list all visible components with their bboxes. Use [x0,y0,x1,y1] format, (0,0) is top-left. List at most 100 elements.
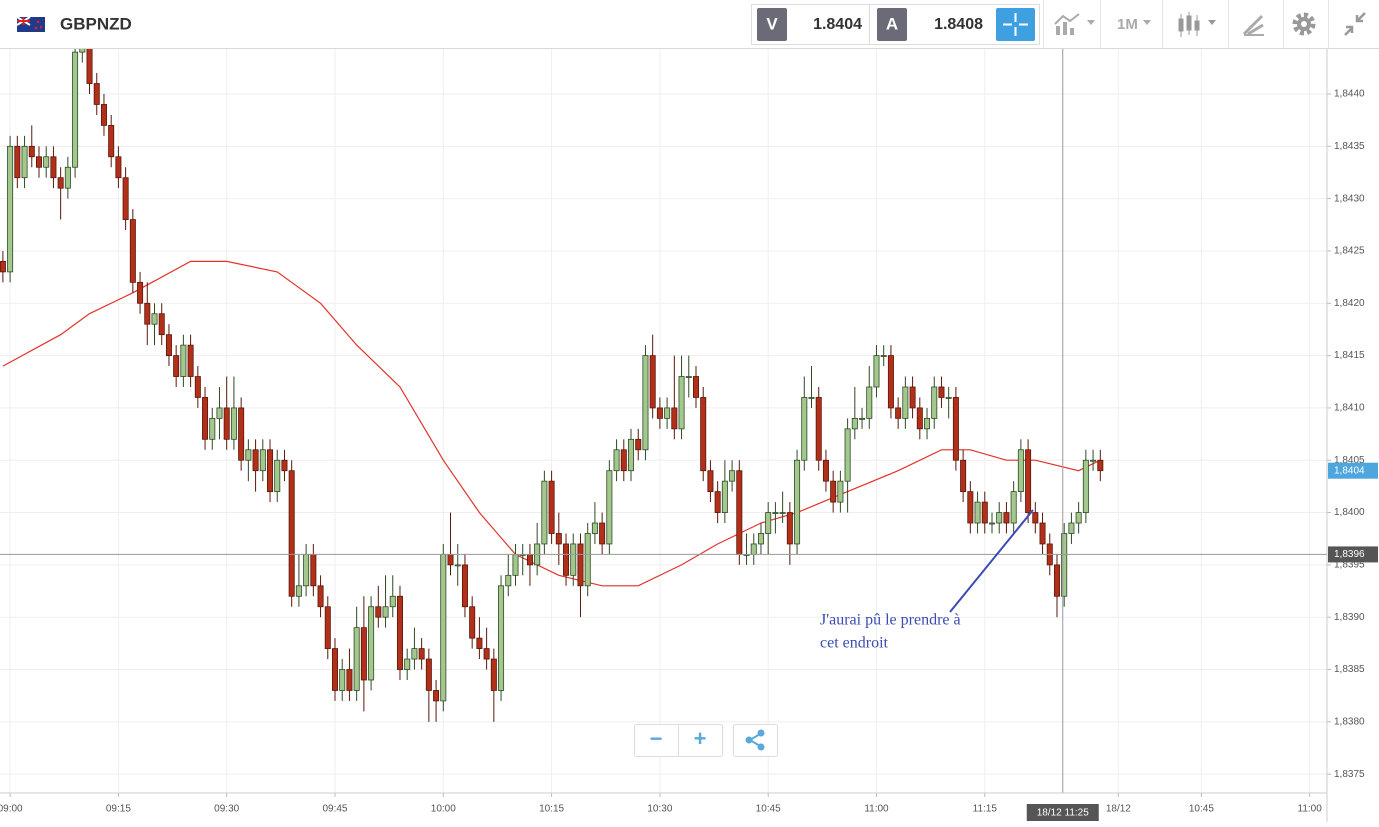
x-tick-label: 11:00 [1298,804,1323,815]
chart-type-button[interactable] [1178,12,1216,37]
bid-label: V [766,14,778,33]
candle-body [317,585,324,608]
candle-body [7,145,14,273]
settings-button[interactable] [1292,12,1316,36]
candle-body [895,407,902,419]
x-tick-label: 18/12 [1106,804,1131,815]
candle-body [750,543,757,555]
candle-body [1061,533,1068,597]
candle-body [368,606,375,681]
candle-body [353,627,360,691]
candle-body [880,355,887,357]
share-button[interactable] [733,724,778,757]
candle-body [721,480,728,513]
candle-body [1075,512,1082,524]
candle-body [635,438,642,451]
candle-body [786,512,793,545]
candle-body [591,522,598,534]
plot-area [0,49,1104,722]
candle-body [1017,449,1024,493]
candle-body [252,449,259,472]
candle-body [1039,522,1046,545]
candle-body [692,376,699,398]
candle-body [526,554,533,566]
candle-body [606,470,613,545]
interval-label[interactable]: 1M [1117,16,1138,33]
candle-body [360,627,367,681]
x-tick-label: 10:00 [431,804,456,815]
candle-body [310,554,317,587]
candle-body [21,145,28,179]
crosshair-y-label: 1,8396 [1334,549,1365,560]
candle-body [72,51,79,168]
candle-body [490,658,497,691]
candle-body [613,449,620,472]
candle-body [108,124,115,158]
candle-body [274,459,281,493]
crosshair-x-badge [1026,804,1099,821]
collapse-button[interactable] [1344,12,1366,36]
y-tick-label: 1,8415 [1334,350,1365,361]
candle-body [100,104,107,126]
candle-body [577,543,584,587]
y-tick-label: 1,8390 [1334,612,1365,623]
candle-body [144,302,151,325]
annotation-text: cet endroit [820,635,889,652]
candle-body [43,156,50,168]
crosshair-y-badge [1328,546,1378,563]
x-tick-label: 11:15 [973,804,998,815]
x-tick-label: 10:45 [1189,804,1214,815]
candle-body [974,501,981,524]
candle-body [757,533,764,545]
y-tick-label: 1,8385 [1334,664,1365,675]
zoom-out-button[interactable]: − [650,726,663,751]
candle-body [729,470,736,482]
x-tick-label: 11:00 [864,804,889,815]
candle-body [1090,459,1097,462]
candle-body [859,417,866,420]
candle-body [584,533,591,587]
candle-body [129,219,136,283]
x-tick-label: 09:15 [106,804,131,815]
candle-body [382,606,389,618]
toolbar: GBPNZD V 1.8404 A 1.8408 1M [0,0,1379,49]
crosshair-button[interactable] [996,8,1035,41]
y-tick-label: 1,8380 [1334,716,1365,727]
candle-body [866,386,873,419]
draw-button[interactable] [1242,14,1264,36]
candle-body [14,145,21,179]
candle-body [700,397,707,472]
candle-body [822,459,829,482]
indicators-button[interactable] [1054,13,1095,35]
candle-body [656,407,663,419]
candle-body [173,355,180,377]
zoom-in-button[interactable]: + [694,726,707,751]
ask-badge [877,8,907,41]
candle-body [223,407,230,440]
candle-body [628,438,635,472]
candle-body [707,470,714,493]
candle-body [851,417,858,430]
candle-body [902,386,909,419]
candle-body [35,156,42,168]
candle-body [165,334,172,356]
candle-body [664,407,671,419]
candle-body [916,407,923,430]
candle-body [267,449,274,493]
candle-body [945,397,952,399]
candle-body [837,480,844,503]
candle-body [461,564,468,608]
candle-body [548,480,555,534]
y-tick-label: 1,8435 [1334,141,1365,152]
candle-body [331,648,338,691]
candle-body [137,281,144,304]
y-tick-label: 1,8410 [1334,403,1365,414]
candle-body [649,355,656,409]
candle-body [938,386,945,398]
candle-body [996,512,1003,524]
candle-body [50,156,57,179]
candle-body [678,376,685,430]
interval-button[interactable]: 1M [1117,16,1151,33]
candle-body [981,501,988,524]
